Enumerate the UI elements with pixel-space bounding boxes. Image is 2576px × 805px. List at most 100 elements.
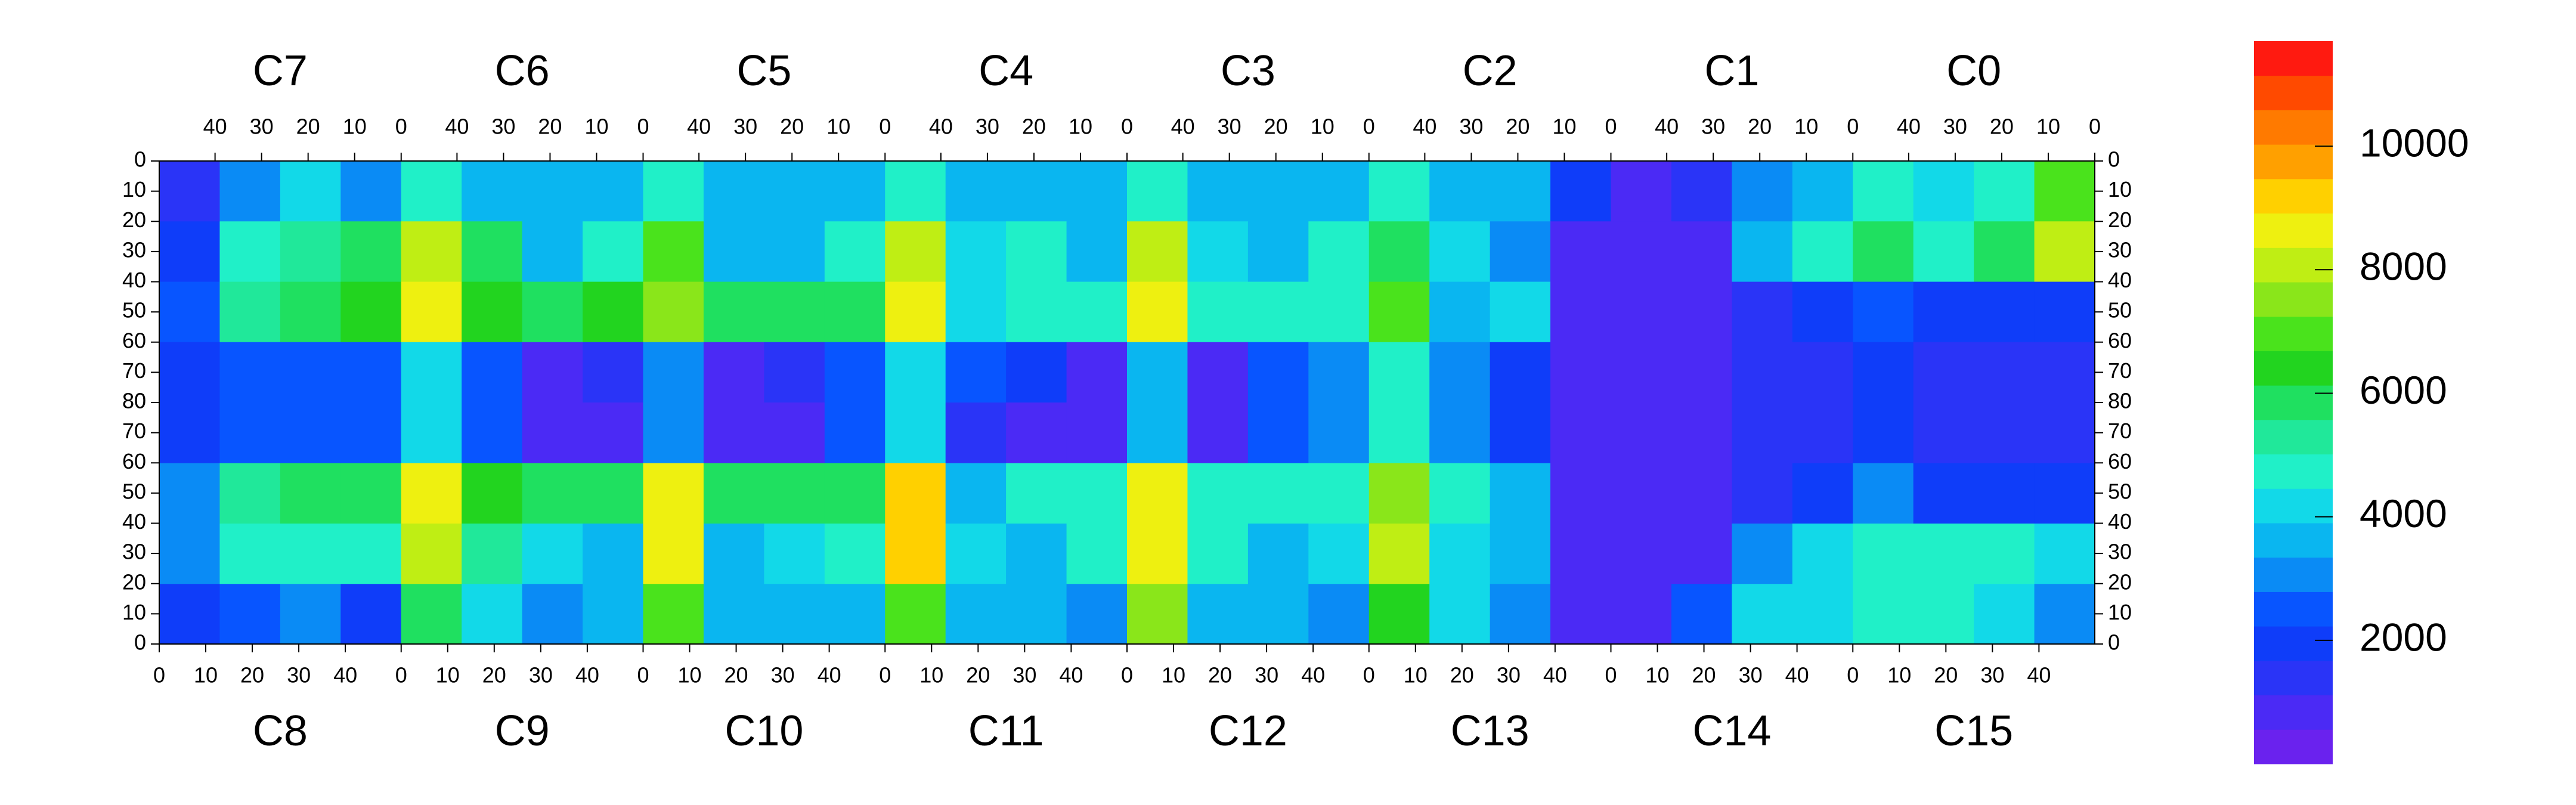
x-tick-label: 20 [482, 663, 506, 688]
heatmap-cell [1974, 583, 2035, 645]
heatmap-cell [583, 402, 643, 463]
heatmap-cell [1671, 281, 1732, 343]
heatmap-cell [1006, 281, 1067, 343]
x-tick-label: 30 [1255, 663, 1278, 688]
heatmap-cell [280, 583, 341, 645]
y-tick-label: 70 [122, 419, 146, 443]
x-tick-label: 0 [879, 114, 891, 139]
y-tick-label: 50 [2108, 479, 2132, 503]
heatmap-cell [1732, 583, 1793, 645]
heatmap-cell [1550, 402, 1611, 463]
heatmap-cell [1247, 281, 1309, 343]
heatmap-cell [1611, 402, 1672, 463]
y-tick-label: 50 [122, 479, 146, 503]
heatmap-cell [885, 523, 946, 584]
heatmap-cell [1066, 281, 1128, 343]
heatmap-cell [1913, 281, 1974, 343]
chip-label: C10 [724, 707, 803, 755]
chip-label: C0 [1946, 47, 2001, 95]
chip-label: C4 [979, 47, 1033, 95]
heatmap-cell [945, 523, 1007, 584]
heatmap-cell [1066, 221, 1128, 282]
y-tick-label: 30 [122, 237, 146, 262]
heatmap-cell [159, 523, 220, 584]
y-tick-label: 80 [122, 389, 146, 413]
heatmap-cell [1247, 221, 1309, 282]
heatmap-cell [1671, 523, 1732, 584]
colorbar-band [2254, 41, 2333, 76]
x-tick-label: 10 [2036, 114, 2060, 139]
heatmap-cell [1550, 523, 1611, 584]
heatmap-cell [1490, 342, 1551, 403]
x-tick-label: 20 [1692, 663, 1716, 688]
heatmap-cell [401, 221, 462, 282]
heatmap-cell [703, 583, 764, 645]
heatmap-cell [1247, 402, 1309, 463]
y-tick-label: 30 [122, 540, 146, 564]
heatmap-cell [1671, 583, 1732, 645]
heatmap-cell [764, 281, 825, 343]
heatmap-cell [1127, 402, 1188, 463]
heatmap-cell [1006, 583, 1067, 645]
x-tick-label: 0 [1605, 114, 1617, 139]
y-tick-label: 70 [122, 358, 146, 383]
heatmap-cell [219, 281, 281, 343]
heatmap-cell [1974, 281, 2035, 343]
heatmap-cell [1006, 523, 1067, 584]
x-tick-label: 40 [1543, 663, 1567, 688]
chip-label: C8 [253, 707, 308, 755]
x-tick-label: 40 [2027, 663, 2051, 688]
heatmap-cell [401, 161, 462, 222]
heatmap-cell [280, 161, 341, 222]
heatmap-cell [1127, 161, 1188, 222]
heatmap-cell [643, 342, 704, 403]
y-tick-label: 0 [134, 147, 146, 172]
heatmap-cell [643, 221, 704, 282]
chip-label: C7 [253, 47, 308, 95]
x-tick-label: 0 [395, 663, 407, 688]
heatmap-cell [703, 342, 764, 403]
x-tick-label: 30 [287, 663, 311, 688]
chip-label: C3 [1221, 47, 1275, 95]
heatmap-cell [1913, 402, 1974, 463]
heatmap-cell [219, 402, 281, 463]
colorbar-band [2254, 592, 2333, 627]
x-tick-label: 40 [1301, 663, 1325, 688]
colorbar-band [2254, 282, 2333, 317]
heatmap-cell [219, 221, 281, 282]
heatmap-cell [945, 221, 1007, 282]
chip-label: C15 [1934, 707, 2013, 755]
y-tick-label: 20 [122, 569, 146, 594]
y-tick-label: 50 [2108, 298, 2132, 323]
heatmap-cell [1611, 161, 1672, 222]
heatmap-cell [1611, 281, 1672, 343]
x-tick-label: 30 [1701, 114, 1725, 139]
heatmap-cell [1429, 402, 1491, 463]
x-tick-label: 10 [436, 663, 460, 688]
heatmap-cell [1671, 161, 1732, 222]
heatmap-cell [219, 463, 281, 524]
heatmap-cell [1913, 161, 1974, 222]
heatmap-cell [1308, 221, 1370, 282]
heatmap-cell [1006, 342, 1067, 403]
heatmap-cell [1671, 402, 1732, 463]
heatmap-cell [583, 523, 643, 584]
x-tick-label: 40 [445, 114, 469, 139]
heatmap-cell [1732, 342, 1793, 403]
heatmap-cell [1368, 221, 1430, 282]
x-tick-label: 30 [1497, 663, 1521, 688]
x-tick-label: 40 [203, 114, 227, 139]
colorbar-band [2254, 316, 2333, 351]
x-tick-label: 0 [1121, 663, 1133, 688]
heatmap-cell [764, 583, 825, 645]
heatmap-cell [1671, 342, 1732, 403]
y-tick-label: 70 [2108, 419, 2132, 443]
colorbar-band [2254, 729, 2333, 764]
heatmap-cell [280, 221, 341, 282]
x-tick-label: 20 [1208, 663, 1232, 688]
x-tick-label: 10 [584, 114, 608, 139]
heatmap-cell [703, 281, 764, 343]
colorbar-band [2254, 144, 2333, 179]
heatmap-cell [1187, 161, 1249, 222]
heatmap-cell [1853, 523, 1914, 584]
